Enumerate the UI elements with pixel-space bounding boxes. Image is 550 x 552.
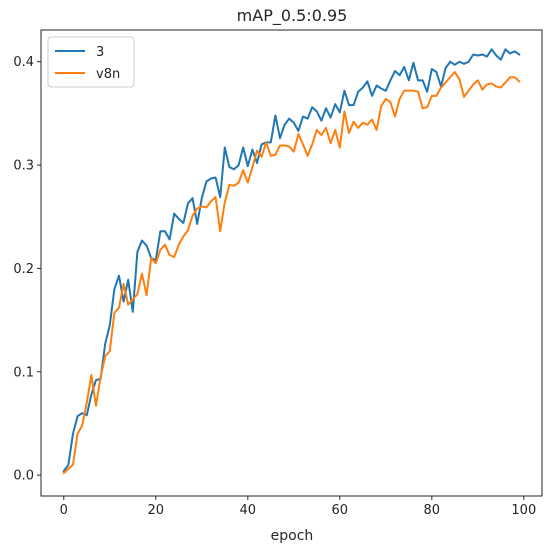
y-tick-label: 0.2: [13, 262, 34, 277]
y-tick-label: 0.0: [13, 469, 34, 484]
y-axis: 0.0 0.1 0.2 0.3 0.4: [13, 55, 41, 484]
series-line-3: [62, 48, 521, 473]
x-tick-label: 0: [60, 503, 68, 518]
x-tick-label: 80: [424, 503, 441, 518]
series-line-v8n: [62, 71, 521, 475]
y-tick-label: 0.1: [13, 365, 34, 380]
legend: 3 v8n: [47, 36, 135, 88]
legend-label-3: 3: [96, 45, 104, 60]
y-tick-label: 0.4: [13, 55, 34, 70]
series-layer: [62, 48, 521, 475]
x-tick-label: 40: [240, 503, 257, 518]
x-axis-label: epoch: [271, 528, 314, 544]
legend-box: [47, 36, 135, 88]
plot-area: 0 20 40 60 80 100 0.0 0.1 0.2 0.3 0.4: [13, 29, 543, 518]
x-tick-label: 100: [511, 503, 536, 518]
x-tick-label: 60: [332, 503, 349, 518]
x-tick-label: 20: [148, 503, 165, 518]
legend-label-v8n: v8n: [96, 67, 120, 82]
y-tick-label: 0.3: [13, 159, 34, 174]
chart-title: mAP_0.5:0.95: [237, 6, 348, 26]
axes-frame: [40, 29, 543, 497]
x-axis: 0 20 40 60 80 100: [60, 496, 536, 518]
